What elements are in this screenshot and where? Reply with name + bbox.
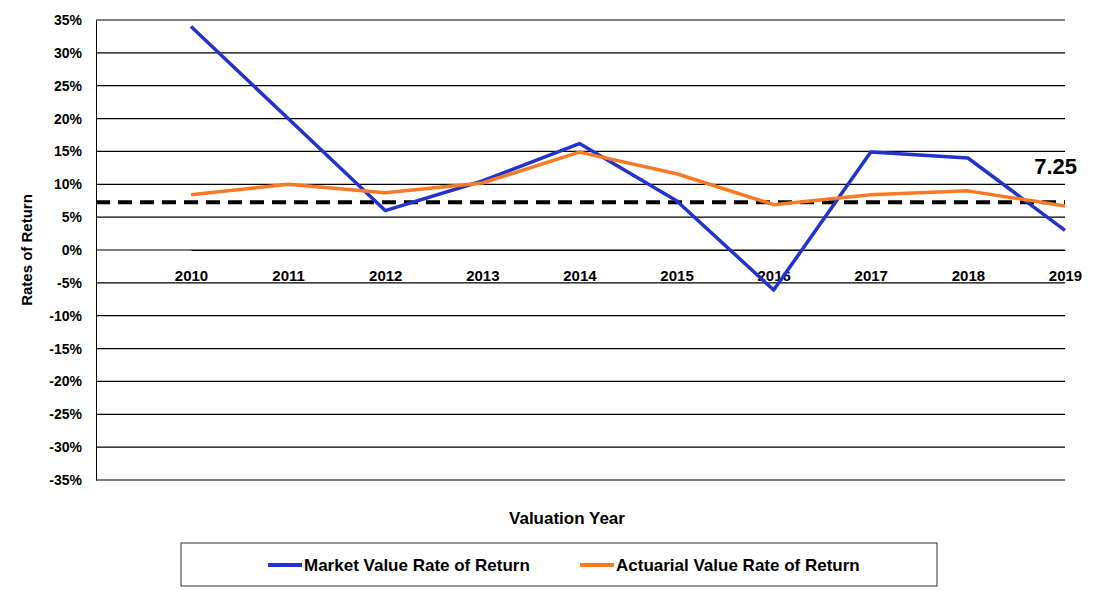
legend: Market Value Rate of Return Actuarial Val… <box>181 543 937 586</box>
x-tick: 2011 <box>272 250 305 284</box>
x-axis-title: Valuation Year <box>509 509 625 528</box>
y-tick-label: -15% <box>49 341 82 357</box>
y-tick: 0% <box>62 242 96 258</box>
y-tick-label: 10% <box>54 176 83 192</box>
reference-label: 7.25 <box>1034 154 1077 179</box>
legend-entry: Actuarial Value Rate of Return <box>580 556 860 575</box>
y-tick-label: -30% <box>49 439 82 455</box>
y-tick: 5% <box>62 209 96 225</box>
x-tick: 2012 <box>369 250 402 284</box>
y-tick-label: 30% <box>54 45 83 61</box>
x-tick-label: 2013 <box>466 267 499 284</box>
y-tick: -10% <box>49 308 96 324</box>
grid-line <box>96 52 1065 53</box>
x-tick: 2019 <box>1049 250 1082 284</box>
grid-line <box>96 184 1065 185</box>
x-tick: 2017 <box>855 250 888 284</box>
x-tick: 2010 <box>175 250 208 284</box>
x-tick-label: 2017 <box>855 267 888 284</box>
grid-line <box>96 479 1065 480</box>
x-tick: 2014 <box>563 250 597 284</box>
x-tick-label: 2012 <box>369 267 402 284</box>
legend-swatch <box>268 563 302 567</box>
grid <box>96 20 1065 480</box>
y-axis: -35% -30% -25% -20% -15% -10% -5% 0% 5% 10% 15% 20%… <box>49 12 96 488</box>
legend-label: Actuarial Value Rate of Return <box>616 556 860 575</box>
x-tick: 2013 <box>466 250 499 284</box>
legend-entry: Market Value Rate of Return <box>268 556 530 575</box>
y-tick: 25% <box>54 78 96 94</box>
reference-line <box>96 200 1065 204</box>
y-axis-title: Rates of Return <box>18 194 35 306</box>
y-tick: -5% <box>57 275 96 291</box>
y-tick: 30% <box>54 45 96 61</box>
y-tick: -20% <box>49 373 96 389</box>
y-tick-label: -35% <box>49 472 82 488</box>
grid-line <box>96 85 1065 86</box>
y-tick-label: -10% <box>49 308 82 324</box>
x-axis: 2010201120122013201420152016201720182019 <box>175 250 1082 284</box>
grid-line <box>96 414 1065 415</box>
y-tick: 35% <box>54 12 96 28</box>
y-tick: 10% <box>54 176 96 192</box>
chart: -35% -30% -25% -20% -15% -10% -5% 0% 5% 10% 15% 20%… <box>0 0 1093 593</box>
x-tick-label: 2018 <box>952 267 985 284</box>
grid-line <box>96 381 1065 382</box>
grid-line <box>96 315 1065 316</box>
y-tick: -30% <box>49 439 96 455</box>
plot-area <box>96 27 1065 291</box>
y-tick-label: 35% <box>54 12 83 28</box>
y-tick-label: 0% <box>62 242 83 258</box>
grid-line <box>96 348 1065 349</box>
y-tick-label: -20% <box>49 373 82 389</box>
grid-line <box>96 447 1065 448</box>
x-tick-label: 2019 <box>1049 267 1082 284</box>
legend-box <box>181 543 937 586</box>
x-tick: 2018 <box>952 250 985 284</box>
x-tick-label: 2010 <box>175 267 208 284</box>
y-axis-line <box>96 21 97 481</box>
grid-line <box>96 19 1065 20</box>
legend-swatch <box>580 563 614 567</box>
x-axis-line <box>192 250 1066 251</box>
y-tick: -35% <box>49 472 96 488</box>
y-tick-label: 15% <box>54 143 83 159</box>
x-tick: 2015 <box>660 250 693 284</box>
y-tick-label: -25% <box>49 406 82 422</box>
series-line <box>191 27 1065 291</box>
y-tick: -25% <box>49 406 96 422</box>
y-tick-label: 25% <box>54 78 83 94</box>
y-tick-label: 20% <box>54 111 83 127</box>
x-tick-label: 2014 <box>563 267 597 284</box>
y-tick: 20% <box>54 111 96 127</box>
x-tick-label: 2011 <box>272 267 305 284</box>
y-tick-label: -5% <box>57 275 82 291</box>
y-tick-label: 5% <box>62 209 83 225</box>
y-tick: -15% <box>49 341 96 357</box>
legend-label: Market Value Rate of Return <box>304 556 530 575</box>
grid-line <box>96 217 1065 218</box>
series-line <box>191 152 1065 206</box>
grid-line <box>96 118 1065 119</box>
y-tick: 15% <box>54 143 96 159</box>
x-tick-label: 2015 <box>660 267 693 284</box>
grid-line <box>96 249 1065 250</box>
